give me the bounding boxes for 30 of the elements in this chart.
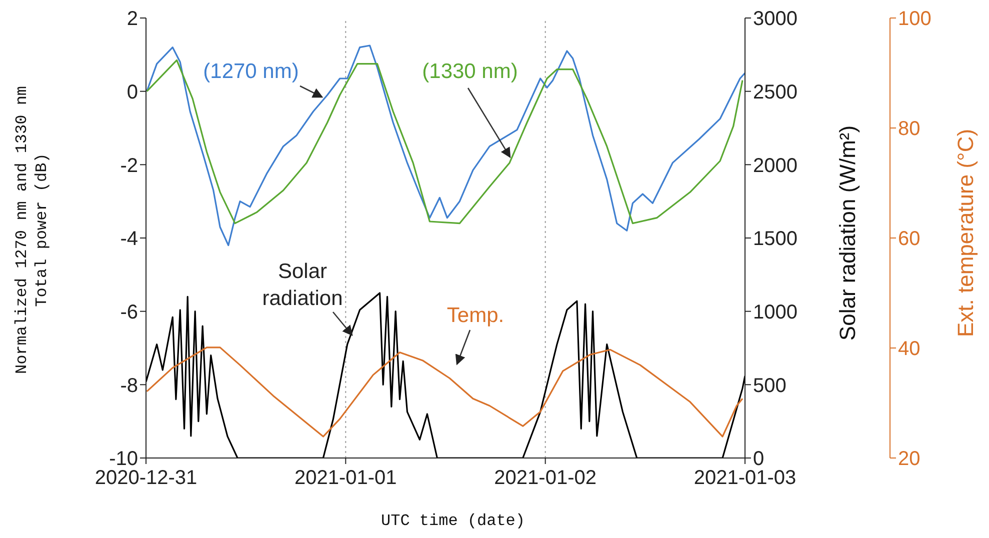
y2-tick-label: 2500 xyxy=(753,81,798,104)
series-label: (1330 nm) xyxy=(421,59,519,85)
y-tick-label: 2 xyxy=(126,8,138,30)
y3-tick-label: 100 xyxy=(898,8,932,30)
series-label: Solar radiation xyxy=(261,259,344,312)
y3-tick-label: 40 xyxy=(898,338,920,360)
y-tick-label: -4 xyxy=(120,228,138,250)
x-axis-title: UTC time (date) xyxy=(380,512,526,530)
line-series xyxy=(146,59,744,224)
y3-axis-title: Ext. temperature (°C) xyxy=(953,128,979,338)
x-tick-label: 2021-01-02 xyxy=(494,467,596,490)
y3-tick-label: 60 xyxy=(898,228,920,250)
y2-tick-label: 1500 xyxy=(753,228,798,250)
y-axis-title: Normalized 1270 nm and 1330 nm Total power (dB) xyxy=(12,86,52,374)
y3-tick-label: 80 xyxy=(898,118,920,140)
y2-tick-label: 2000 xyxy=(753,154,798,177)
y-tick-label: -2 xyxy=(120,154,138,177)
y2-tick-label: 500 xyxy=(753,374,786,397)
line-series xyxy=(146,44,745,246)
line-series xyxy=(146,346,744,438)
y2-axis-title: Solar radiation (W/m²) xyxy=(835,125,861,341)
x-tick-label: 2021-01-01 xyxy=(294,467,397,490)
y2-tick-label: 3000 xyxy=(753,8,798,30)
series-label: (1270 nm) xyxy=(202,59,300,85)
y-tick-label: 0 xyxy=(126,81,138,104)
y2-tick-label: 1000 xyxy=(753,301,798,324)
y3-tick-label: 20 xyxy=(898,448,920,470)
y-tick-label: -8 xyxy=(120,374,138,397)
y-tick-label: -6 xyxy=(120,301,138,324)
series-label: Temp. xyxy=(446,303,506,329)
